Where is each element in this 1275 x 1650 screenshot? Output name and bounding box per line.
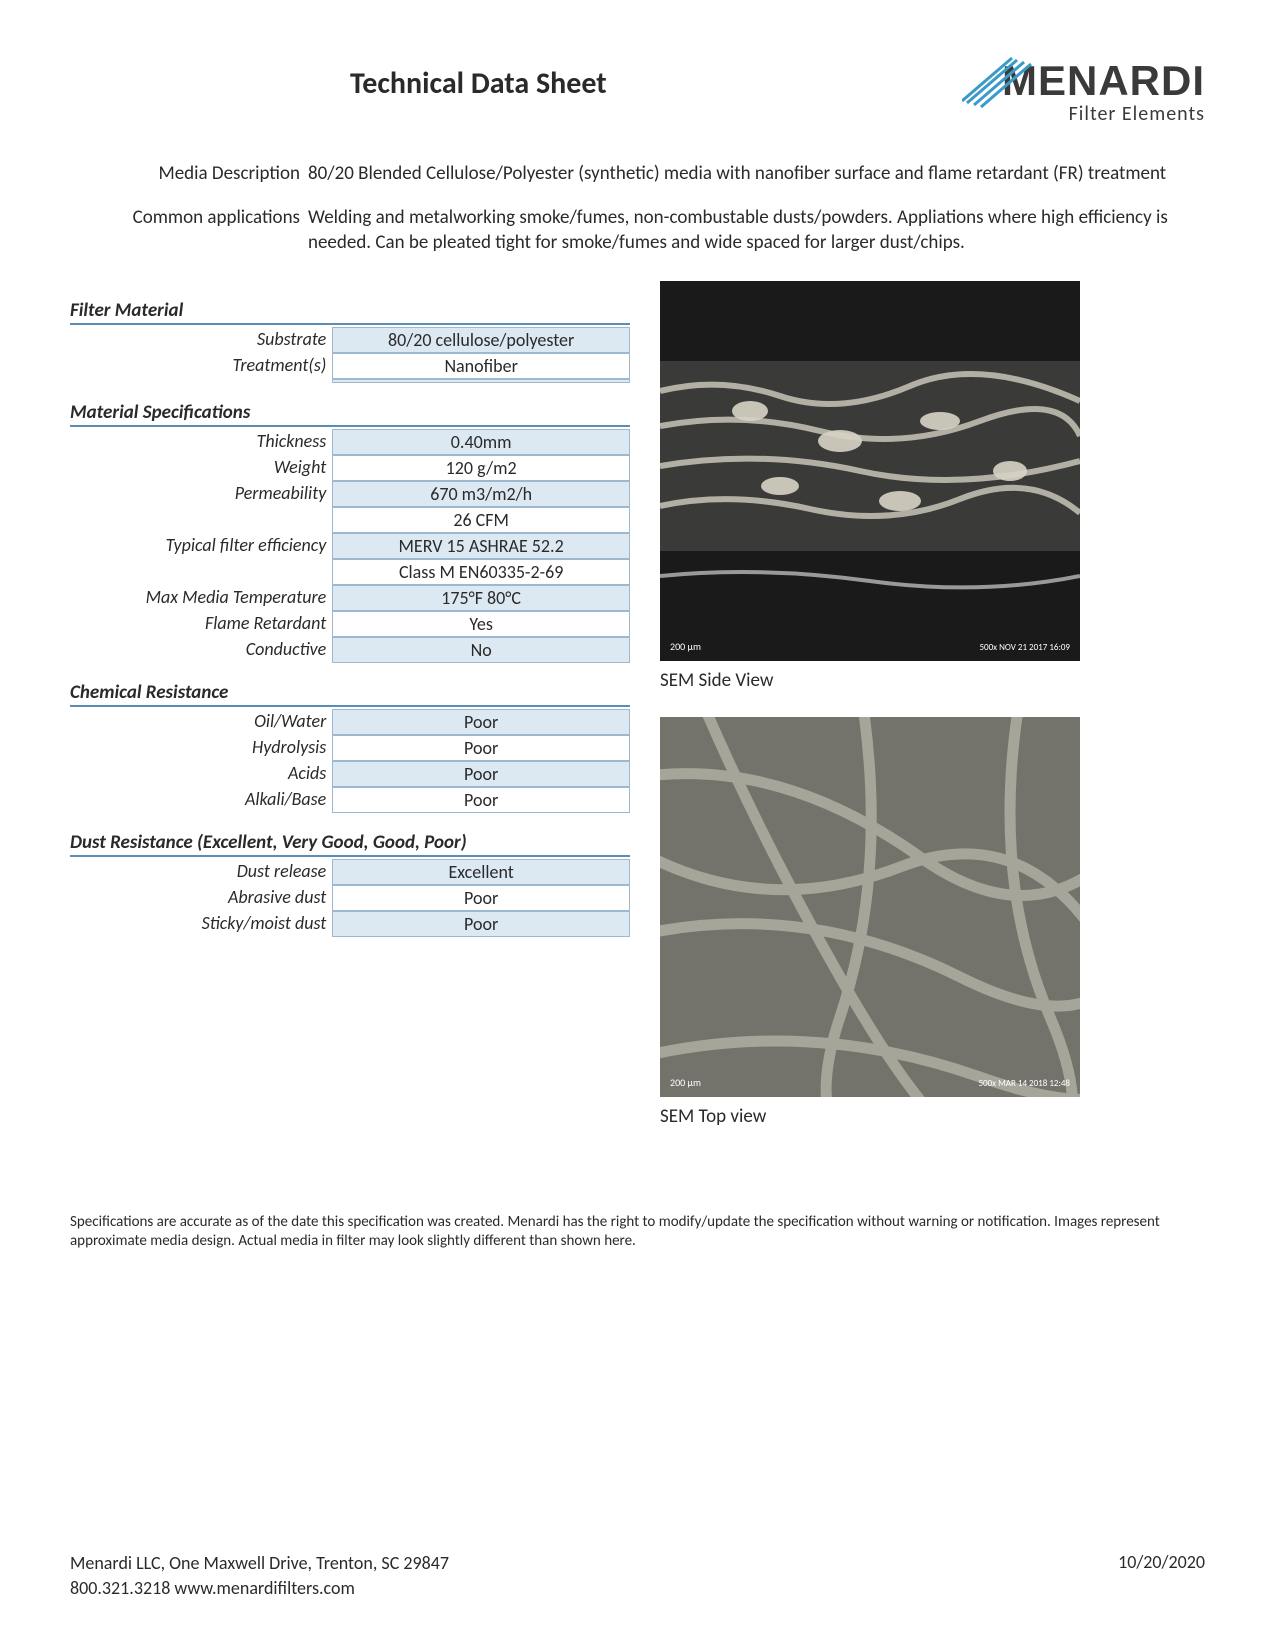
spec-label: Flame Retardant [70,611,332,637]
logo-slash-icon [962,55,1032,110]
spec-value: 80/20 cellulose/polyester [332,327,630,353]
sem-top-image: 200 µm 500x MAR 14 2018 12:48 [660,717,1080,1097]
sem-side-info: 500x NOV 21 2017 16:09 [979,642,1070,653]
spec-row [70,379,630,383]
footer-phone-web: 800.321.3218 www.menardifilters.com [70,1576,449,1600]
header: Technical Data Sheet MENARDI Filter Elem… [70,60,1205,126]
section-heading: Material Specifications [70,401,630,427]
spec-value: 26 CFM [332,507,630,533]
disclaimer: Specifications are accurate as of the da… [70,1213,1205,1252]
sem-side-caption: SEM Side View [660,669,1080,692]
spec-row: Typical filter efficiencyMERV 15 ASHRAE … [70,533,630,559]
sem-top-scale: 200 µm [670,1076,701,1089]
spec-row: Thickness0.40mm [70,429,630,455]
description-row: Media Description80/20 Blended Cellulose… [70,161,1205,187]
spec-label [70,507,332,533]
spec-value: 670 m3/m2/h [332,481,630,507]
image-column: 200 µm 500x NOV 21 2017 16:09 SEM Side V… [660,281,1080,1153]
section-heading: Chemical Resistance [70,681,630,707]
spec-label: Treatment(s) [70,353,332,379]
spec-label: Thickness [70,429,332,455]
spec-row: Substrate80/20 cellulose/polyester [70,327,630,353]
description-value: 80/20 Blended Cellulose/Polyester (synth… [308,161,1205,187]
spec-value: Class M EN60335-2-69 [332,559,630,585]
spec-label: Dust release [70,859,332,885]
spec-row: Weight120 g/m2 [70,455,630,481]
footer-address: Menardi LLC, One Maxwell Drive, Trenton,… [70,1551,449,1575]
footer-date: 10/20/2020 [1118,1551,1205,1600]
logo-main: MENARDI [1002,60,1205,102]
spec-label: Sticky/moist dust [70,911,332,937]
spec-row: AcidsPoor [70,761,630,787]
spec-tables: Filter MaterialSubstrate80/20 cellulose/… [70,281,630,1153]
spec-value [332,379,630,383]
sem-side-scale: 200 µm [670,640,701,653]
spec-label: Permeability [70,481,332,507]
spec-value: No [332,637,630,663]
spec-label: Max Media Temperature [70,585,332,611]
spec-label: Oil/Water [70,709,332,735]
description-label: Common applications [70,205,308,256]
section-heading: Filter Material [70,299,630,325]
spec-row: Treatment(s)Nanofiber [70,353,630,379]
page-title: Technical Data Sheet [350,65,607,102]
spec-row: Alkali/BasePoor [70,787,630,813]
spec-label: Conductive [70,637,332,663]
spec-value: Excellent [332,859,630,885]
footer: Menardi LLC, One Maxwell Drive, Trenton,… [70,1551,1205,1600]
spec-label [70,559,332,585]
logo-text: MENARDI [1002,57,1205,104]
spec-label: Alkali/Base [70,787,332,813]
section-heading: Dust Resistance (Excellent, Very Good, G… [70,831,630,857]
logo: MENARDI Filter Elements [1002,60,1205,126]
spec-label [70,379,332,383]
spec-value: Poor [332,709,630,735]
description-row: Common applicationsWelding and metalwork… [70,205,1205,256]
spec-row: Sticky/moist dustPoor [70,911,630,937]
spec-label: Typical filter efficiency [70,533,332,559]
description-value: Welding and metalworking smoke/fumes, no… [308,205,1205,256]
spec-value: Yes [332,611,630,637]
spec-row: Abrasive dustPoor [70,885,630,911]
spec-row: 26 CFM [70,507,630,533]
spec-label: Weight [70,455,332,481]
descriptions: Media Description80/20 Blended Cellulose… [70,161,1205,256]
spec-row: Permeability670 m3/m2/h [70,481,630,507]
spec-value: Poor [332,787,630,813]
sem-top-info: 500x MAR 14 2018 12:48 [978,1078,1070,1089]
spec-value: 0.40mm [332,429,630,455]
spec-row: Flame RetardantYes [70,611,630,637]
spec-row: ConductiveNo [70,637,630,663]
spec-value: Poor [332,761,630,787]
spec-row: Max Media Temperature175°F 80°C [70,585,630,611]
spec-value: 175°F 80°C [332,585,630,611]
spec-label: Abrasive dust [70,885,332,911]
spec-value: Poor [332,735,630,761]
spec-value: MERV 15 ASHRAE 52.2 [332,533,630,559]
spec-value: Poor [332,885,630,911]
spec-row: Dust releaseExcellent [70,859,630,885]
spec-label: Substrate [70,327,332,353]
spec-row: Class M EN60335-2-69 [70,559,630,585]
spec-label: Hydrolysis [70,735,332,761]
logo-subtitle: Filter Elements [1002,102,1205,126]
spec-value: Nanofiber [332,353,630,379]
footer-contact: Menardi LLC, One Maxwell Drive, Trenton,… [70,1551,449,1600]
sem-top-caption: SEM Top view [660,1105,1080,1128]
spec-value: Poor [332,911,630,937]
spec-row: Oil/WaterPoor [70,709,630,735]
sem-side-image: 200 µm 500x NOV 21 2017 16:09 [660,281,1080,661]
spec-label: Acids [70,761,332,787]
spec-value: 120 g/m2 [332,455,630,481]
description-label: Media Description [70,161,308,187]
spec-row: HydrolysisPoor [70,735,630,761]
content-area: Filter MaterialSubstrate80/20 cellulose/… [70,281,1205,1153]
